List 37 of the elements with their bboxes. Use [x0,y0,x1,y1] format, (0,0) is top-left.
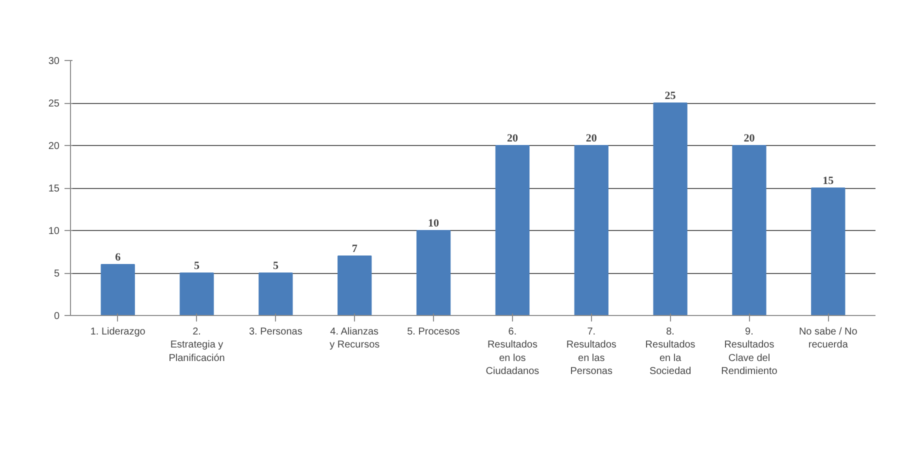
x-tick-label: No sabe / No recuerda [798,326,858,351]
x-tick-label: 6. Resultados en los Ciudadanos [486,326,540,378]
bar [811,188,846,316]
bar [495,145,530,316]
data-label: 5 [272,260,279,272]
y-tick-label: 15 [48,184,60,194]
x-tick-label: 2. Estrategia y Planificación [168,326,225,364]
x-tick-label: 1. Liderazgo [90,326,146,338]
bar [100,264,135,316]
x-tick-label: 4. Alianzas y Recursos [330,326,380,351]
x-tick-label: 7. Resultados en las Personas [566,326,616,378]
bar [180,272,214,316]
bar [258,272,293,316]
data-label: 7 [352,243,358,255]
data-label: 25 [664,90,676,102]
data-label: 6 [115,252,122,264]
data-label: 20 [506,132,518,144]
x-tick-label: 5. Procesos [407,326,460,338]
data-label: 15 [822,175,834,187]
data-label: 20 [586,132,598,144]
bar [732,145,766,316]
bar [574,145,608,316]
x-tick-label: 3. Personas [249,326,302,338]
y-tick-label: 20 [48,141,60,152]
bar [338,256,372,316]
data-label: 20 [744,132,756,144]
y-tick-label: 30 [48,56,60,67]
data-label: 5 [194,260,200,272]
x-tick-label: 9. Resultados Clave del Rendimiento [721,326,778,378]
y-tick-label: 25 [48,98,60,110]
bar [653,102,688,316]
y-tick-label: 0 [54,311,60,322]
bar [416,230,451,316]
x-tick-label: 8. Resultados en la Sociedad [645,326,696,378]
y-tick-label: 10 [48,226,60,237]
data-label: 10 [428,218,440,230]
y-tick-label: 5 [54,268,60,280]
